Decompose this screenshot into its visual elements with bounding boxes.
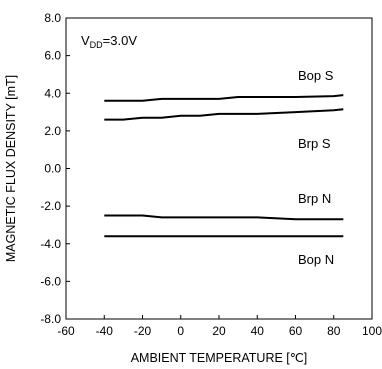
y-axis-title: MAGNETIC FLUX DENSITY [mT]: [4, 75, 18, 262]
y-tick-label: -6.0: [40, 274, 61, 288]
series-line-brp-n: [104, 214, 344, 221]
x-axis-title: AMBIENT TEMPERATURE [℃]: [131, 351, 308, 365]
y-tick-label: -2.0: [40, 199, 61, 213]
supply-voltage-note: VDD=3.0V: [81, 33, 137, 50]
x-tick-label: 60: [289, 324, 303, 338]
x-tick-label: 80: [327, 324, 341, 338]
x-axis-ticks: -60 -40 -20 0 20 40 60 80 100: [57, 315, 382, 338]
x-tick-label: -40: [96, 324, 114, 338]
x-tick-label: 100: [362, 324, 382, 338]
plot-frame: [65, 17, 373, 320]
series-label-bop-n: Bop N: [298, 252, 334, 267]
series-label-brp-n: Brp N: [298, 191, 331, 206]
y-tick-label: 6.0: [44, 49, 61, 63]
y-tick-label: 2.0: [44, 124, 61, 138]
series-label-bop-s: Bop S: [298, 68, 334, 83]
series-lines: [104, 94, 344, 238]
y-tick-label: -8.0: [40, 312, 61, 326]
y-axis-ticks: 8.0 6.0 4.0 2.0 0.0 -2.0 -4.0 -6.0 -8.0: [40, 11, 70, 326]
y-tick-label: 0.0: [44, 162, 61, 176]
series-line-brp-s: [104, 108, 344, 121]
series-line-bop-s: [104, 94, 344, 102]
series-label-brp-s: Brp S: [298, 136, 331, 151]
x-tick-label: -60: [57, 324, 75, 338]
x-tick-label: 20: [212, 324, 226, 338]
y-tick-label: 4.0: [44, 86, 61, 100]
x-tick-label: 0: [177, 324, 184, 338]
y-tick-label: -4.0: [40, 237, 61, 251]
x-tick-label: 40: [251, 324, 265, 338]
y-tick-label: 8.0: [44, 11, 61, 25]
x-tick-label: -20: [134, 324, 152, 338]
